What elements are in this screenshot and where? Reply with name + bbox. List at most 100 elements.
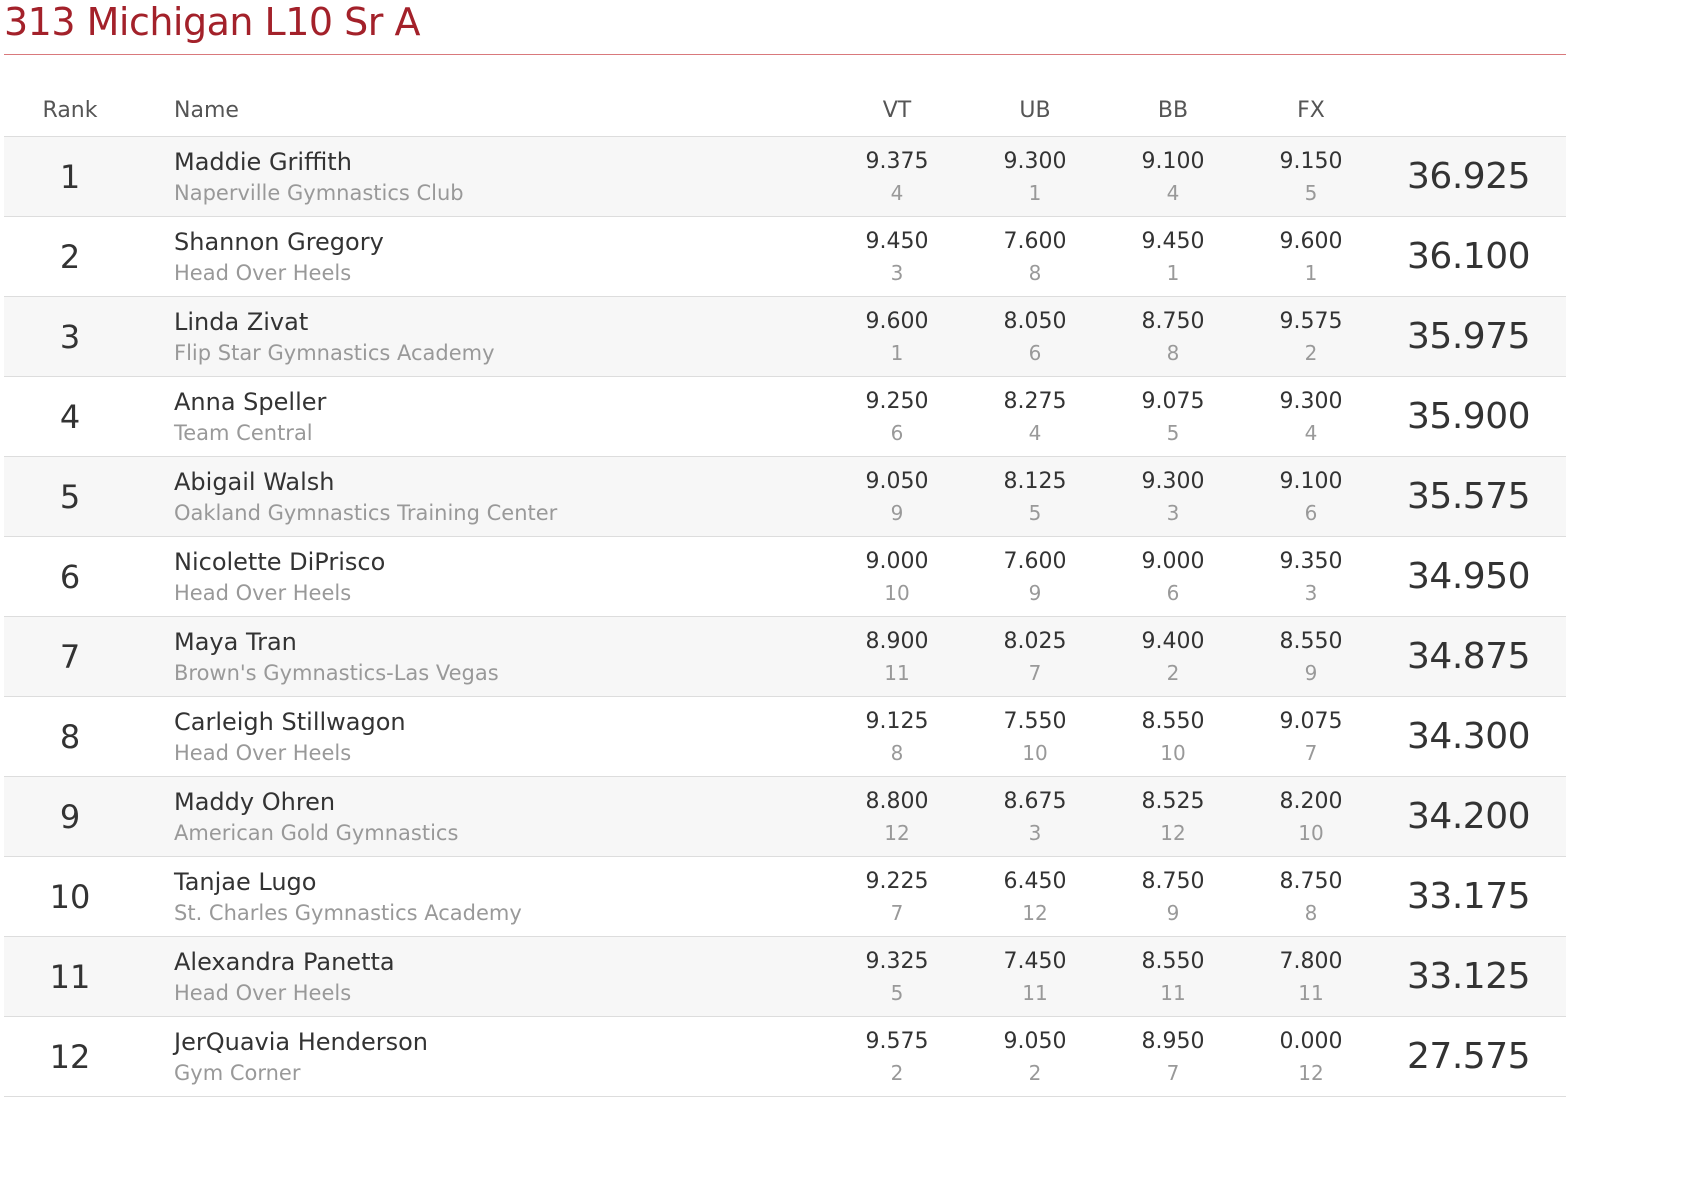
gymnast-name[interactable]: Linda Zivat (174, 307, 309, 336)
fx-place: 1 (1304, 260, 1318, 285)
rank-cell: 5 (4, 456, 136, 537)
name-cell: Maya Tran Brown's Gymnastics-Las Vegas (136, 616, 828, 697)
ub-cell: 8.275 4 (966, 376, 1104, 457)
gymnast-name[interactable]: Maddy Ohren (174, 787, 336, 816)
gymnast-name[interactable]: Maya Tran (174, 627, 297, 656)
bb-score: 9.000 (1141, 548, 1205, 574)
table-row[interactable]: 1 Maddie Griffith Naperville Gymnastics Cl… (4, 136, 1566, 217)
gymnast-name[interactable]: Maddie Griffith (174, 147, 352, 176)
name-cell: Tanjae Lugo St. Charles Gymnastics Academ… (136, 856, 828, 937)
header-rank[interactable]: Rank (4, 84, 136, 137)
vt-place: 8 (890, 740, 904, 765)
rank-cell: 2 (4, 216, 136, 297)
fx-cell: 8.550 9 (1242, 616, 1380, 697)
ub-place: 12 (1022, 900, 1048, 925)
bb-score: 8.550 (1141, 708, 1205, 734)
ub-score: 7.600 (1003, 228, 1067, 254)
vt-score: 9.325 (865, 948, 929, 974)
ub-cell: 8.125 5 (966, 456, 1104, 537)
gym-name: St. Charles Gymnastics Academy (174, 900, 522, 925)
gymnast-name[interactable]: Shannon Gregory (174, 227, 384, 256)
header-bb[interactable]: BB (1104, 84, 1242, 137)
gym-name: Gym Corner (174, 1060, 301, 1085)
fx-cell: 0.000 12 (1242, 1016, 1380, 1097)
gymnast-name[interactable]: JerQuavia Henderson (174, 1027, 429, 1056)
vt-cell: 9.050 9 (828, 456, 966, 537)
table-row[interactable]: 4 Anna Speller Team Central 9.250 6 8.275 4 9.0… (4, 376, 1566, 457)
fx-place: 3 (1304, 580, 1318, 605)
all-around-total: 34.950 (1380, 536, 1566, 617)
bb-place: 2 (1166, 660, 1180, 685)
bb-place: 3 (1166, 500, 1180, 525)
table-row[interactable]: 9 Maddy Ohren American Gold Gymnastics 8.80… (4, 776, 1566, 857)
ub-score: 8.025 (1003, 628, 1067, 654)
fx-score: 9.300 (1279, 388, 1343, 414)
bb-score: 9.300 (1141, 468, 1205, 494)
gymnast-name[interactable]: Anna Speller (174, 387, 327, 416)
vt-place: 7 (890, 900, 904, 925)
fx-place: 12 (1298, 1060, 1324, 1085)
gymnast-name[interactable]: Abigail Walsh (174, 467, 335, 496)
all-around-total: 34.875 (1380, 616, 1566, 697)
ub-place: 2 (1028, 1060, 1042, 1085)
rank-cell: 1 (4, 136, 136, 217)
ub-place: 8 (1028, 260, 1042, 285)
rank-cell: 12 (4, 1016, 136, 1097)
table-row[interactable]: 11 Alexandra Panetta Head Over Heels 9.325 5… (4, 936, 1566, 1017)
results-body: 1 Maddie Griffith Naperville Gymnastics Cl… (4, 136, 1566, 1097)
table-row[interactable]: 10 Tanjae Lugo St. Charles Gymnastics Acad… (4, 856, 1566, 937)
header-name[interactable]: Name (136, 84, 828, 137)
name-cell: Anna Speller Team Central (136, 376, 828, 457)
vt-score: 9.050 (865, 468, 929, 494)
vt-cell: 9.250 6 (828, 376, 966, 457)
gymnast-name[interactable]: Nicolette DiPrisco (174, 547, 386, 576)
bb-place: 9 (1166, 900, 1180, 925)
page-title: 313 Michigan L10 Sr A (4, 0, 420, 44)
ub-cell: 7.600 8 (966, 216, 1104, 297)
gymnast-name[interactable]: Tanjae Lugo (174, 867, 317, 896)
ub-place: 1 (1028, 180, 1042, 205)
table-row[interactable]: 3 Linda Zivat Flip Star Gymnastics Academy… (4, 296, 1566, 377)
fx-cell: 9.575 2 (1242, 296, 1380, 377)
table-row[interactable]: 7 Maya Tran Brown's Gymnastics-Las Vegas 8.… (4, 616, 1566, 697)
vt-score: 9.125 (865, 708, 929, 734)
header-fx[interactable]: FX (1242, 84, 1380, 137)
gymnast-name[interactable]: Alexandra Panetta (174, 947, 395, 976)
gym-name: Brown's Gymnastics-Las Vegas (174, 660, 499, 685)
bb-place: 10 (1160, 740, 1186, 765)
header-total[interactable] (1380, 84, 1566, 137)
bb-score: 8.750 (1141, 308, 1205, 334)
ub-score: 7.550 (1003, 708, 1067, 734)
all-around-total: 33.125 (1380, 936, 1566, 1017)
header-vt[interactable]: VT (828, 84, 966, 137)
fx-score: 8.750 (1279, 868, 1343, 894)
gym-name: Head Over Heels (174, 260, 352, 285)
vt-cell: 9.450 3 (828, 216, 966, 297)
vt-cell: 9.325 5 (828, 936, 966, 1017)
fx-place: 7 (1304, 740, 1318, 765)
fx-score: 9.100 (1279, 468, 1343, 494)
fx-cell: 9.100 6 (1242, 456, 1380, 537)
all-around-total: 36.925 (1380, 136, 1566, 217)
table-row[interactable]: 6 Nicolette DiPrisco Head Over Heels 9.000 1… (4, 536, 1566, 617)
bb-score: 8.525 (1141, 788, 1205, 814)
ub-cell: 7.600 9 (966, 536, 1104, 617)
gym-name: Oakland Gymnastics Training Center (174, 500, 558, 525)
gymnast-name[interactable]: Carleigh Stillwagon (174, 707, 406, 736)
fx-place: 9 (1304, 660, 1318, 685)
header-ub[interactable]: UB (966, 84, 1104, 137)
bb-place: 6 (1166, 580, 1180, 605)
vt-score: 9.575 (865, 1028, 929, 1054)
table-row[interactable]: 2 Shannon Gregory Head Over Heels 9.450 3 7.6… (4, 216, 1566, 297)
table-row[interactable]: 12 JerQuavia Henderson Gym Corner 9.575 2 9.0… (4, 1016, 1566, 1097)
bb-place: 1 (1166, 260, 1180, 285)
vt-place: 5 (890, 980, 904, 1005)
fx-cell: 9.150 5 (1242, 136, 1380, 217)
table-row[interactable]: 5 Abigail Walsh Oakland Gymnastics Trainin… (4, 456, 1566, 537)
all-around-total: 33.175 (1380, 856, 1566, 937)
ub-score: 9.300 (1003, 148, 1067, 174)
table-row[interactable]: 8 Carleigh Stillwagon Head Over Heels 9.125… (4, 696, 1566, 777)
bb-score: 9.450 (1141, 228, 1205, 254)
gym-name: Naperville Gymnastics Club (174, 180, 464, 205)
ub-score: 6.450 (1003, 868, 1067, 894)
